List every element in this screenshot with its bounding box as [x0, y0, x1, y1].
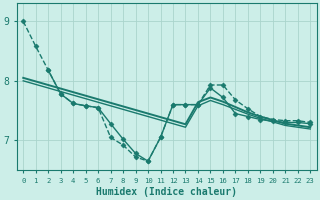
- X-axis label: Humidex (Indice chaleur): Humidex (Indice chaleur): [96, 186, 237, 197]
